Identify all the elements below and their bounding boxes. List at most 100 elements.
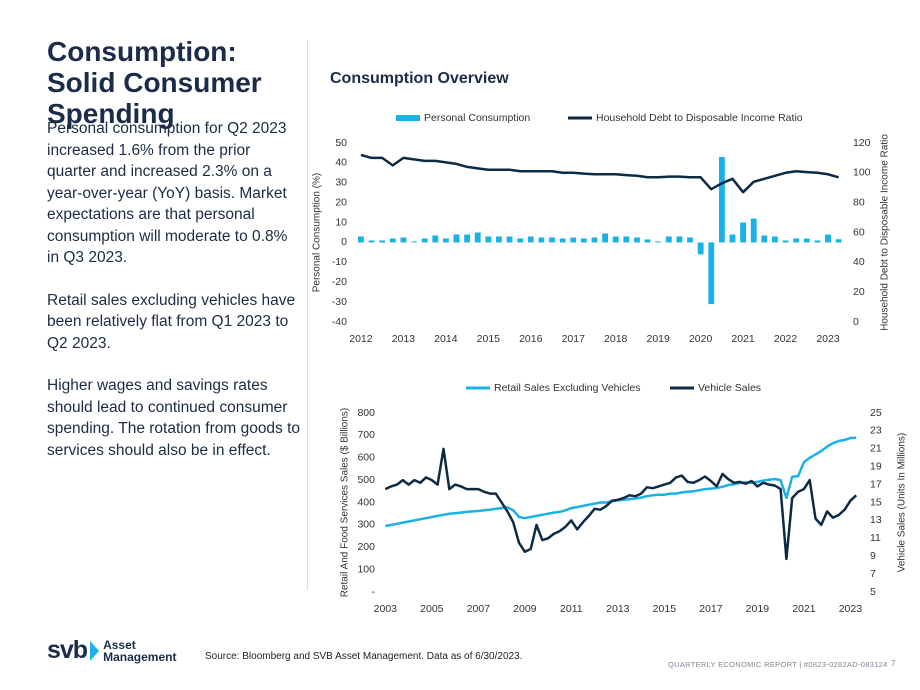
bar — [411, 241, 417, 243]
y2-tick-label: 20 — [853, 286, 865, 298]
y-axis-label: Retail And Food Services Sales ($ Billio… — [340, 408, 351, 598]
bar — [442, 238, 449, 243]
y2-tick-label: 100 — [853, 167, 871, 179]
bar — [782, 240, 789, 243]
y-tick-label: 300 — [357, 519, 375, 531]
y2-tick-label: 11 — [870, 532, 881, 544]
y-axis-label: Personal Consumption (%) — [312, 173, 323, 293]
bar — [697, 242, 704, 255]
x-tick-label: 2015 — [653, 603, 677, 615]
legend-label: Retail Sales Excluding Vehicles — [494, 382, 641, 394]
x-tick-label: 2020 — [689, 333, 713, 345]
bar — [421, 238, 428, 243]
bar — [368, 240, 375, 243]
y2-tick-label: 25 — [870, 407, 882, 419]
bar — [634, 237, 640, 243]
bar — [517, 238, 524, 243]
bar — [665, 236, 672, 243]
bar — [835, 239, 842, 243]
legend-label: Personal Consumption — [424, 112, 530, 124]
paragraph: Personal consumption for Q2 2023 increas… — [47, 120, 288, 266]
footer-report: QUARTERLY ECONOMIC REPORT | #0823-0282AD… — [668, 660, 888, 669]
y2-tick-label: 60 — [853, 226, 865, 238]
bar — [559, 238, 566, 243]
y2-tick-label: 19 — [870, 460, 882, 472]
y-tick-label: 0 — [341, 236, 347, 248]
paragraph: Higher wages and savings rates should le… — [47, 377, 301, 459]
legend-label: Household Debt to Disposable Income Rati… — [596, 112, 803, 124]
slide-title: Consumption: Solid Consumer Spending — [47, 36, 262, 129]
x-tick-label: 2003 — [374, 603, 398, 615]
bar — [772, 236, 778, 243]
x-tick-label: 2013 — [606, 603, 630, 615]
x-tick-label: 2012 — [349, 333, 373, 345]
bar — [612, 236, 619, 243]
y-tick-label: 600 — [357, 452, 375, 464]
line — [360, 153, 839, 194]
x-tick-label: 2011 — [560, 603, 583, 615]
y-tick-label: 200 — [357, 541, 375, 553]
logo-text: Asset Management — [103, 639, 176, 663]
logo-line: Asset — [103, 637, 136, 652]
source: Source: Bloomberg and SVB Asset Manageme… — [205, 651, 523, 662]
bar — [740, 222, 747, 243]
y-tick-label: 30 — [335, 177, 347, 189]
bar — [464, 234, 471, 243]
x-tick-label: 2013 — [392, 333, 416, 345]
legend-swatch — [396, 115, 420, 121]
y-tick-label: 50 — [335, 137, 347, 149]
bar — [474, 232, 481, 243]
bar — [793, 238, 800, 243]
legend-label: Vehicle Sales — [698, 382, 761, 394]
y-tick-label: 10 — [335, 216, 347, 228]
y2-tick-label: 5 — [870, 586, 876, 598]
y-tick-label: -40 — [332, 316, 347, 328]
bar — [379, 240, 386, 243]
bar — [400, 237, 407, 243]
line — [384, 447, 858, 561]
x-tick-label: 2007 — [467, 603, 491, 615]
bar — [708, 242, 715, 305]
bar — [549, 237, 555, 243]
x-tick-label: 2014 — [434, 333, 458, 345]
bar — [825, 234, 831, 243]
y-tick-label: 100 — [357, 563, 375, 575]
bar — [432, 235, 439, 243]
bar — [729, 234, 736, 243]
bar — [655, 241, 662, 243]
y2-tick-label: 40 — [853, 256, 865, 268]
y2-tick-label: 13 — [870, 514, 882, 526]
y2-tick-label: 80 — [853, 196, 865, 208]
y-tick-label: - — [372, 586, 376, 598]
x-tick-label: 2015 — [477, 333, 501, 345]
bar — [570, 237, 577, 243]
x-tick-label: 2019 — [746, 603, 770, 615]
bar — [538, 237, 545, 243]
y-tick-label: 800 — [357, 407, 375, 419]
bar — [814, 240, 821, 243]
x-tick-label: 2009 — [513, 603, 537, 615]
logo-line: Management — [103, 649, 177, 664]
bar — [506, 236, 513, 243]
x-tick-label: 2021 — [792, 603, 816, 615]
bar — [761, 235, 768, 243]
bar — [358, 236, 364, 243]
x-tick-label: 2016 — [519, 333, 543, 345]
y-tick-label: -20 — [332, 276, 347, 288]
x-tick-label: 2021 — [731, 333, 755, 345]
x-tick-label: 2019 — [646, 333, 670, 345]
charts: -40-30-20-100102030405002040608010012020… — [312, 112, 908, 615]
bar — [485, 236, 492, 243]
divider — [307, 40, 308, 590]
y-tick-label: 500 — [357, 474, 375, 486]
x-tick-label: 2018 — [604, 333, 628, 345]
bar — [602, 233, 609, 243]
bar — [803, 238, 810, 243]
bar — [676, 236, 683, 243]
x-tick-label: 2017 — [699, 603, 723, 615]
x-tick-label: 2023 — [816, 333, 840, 345]
bar — [644, 239, 651, 243]
bar — [687, 237, 693, 243]
y2-tick-label: 17 — [870, 478, 882, 490]
